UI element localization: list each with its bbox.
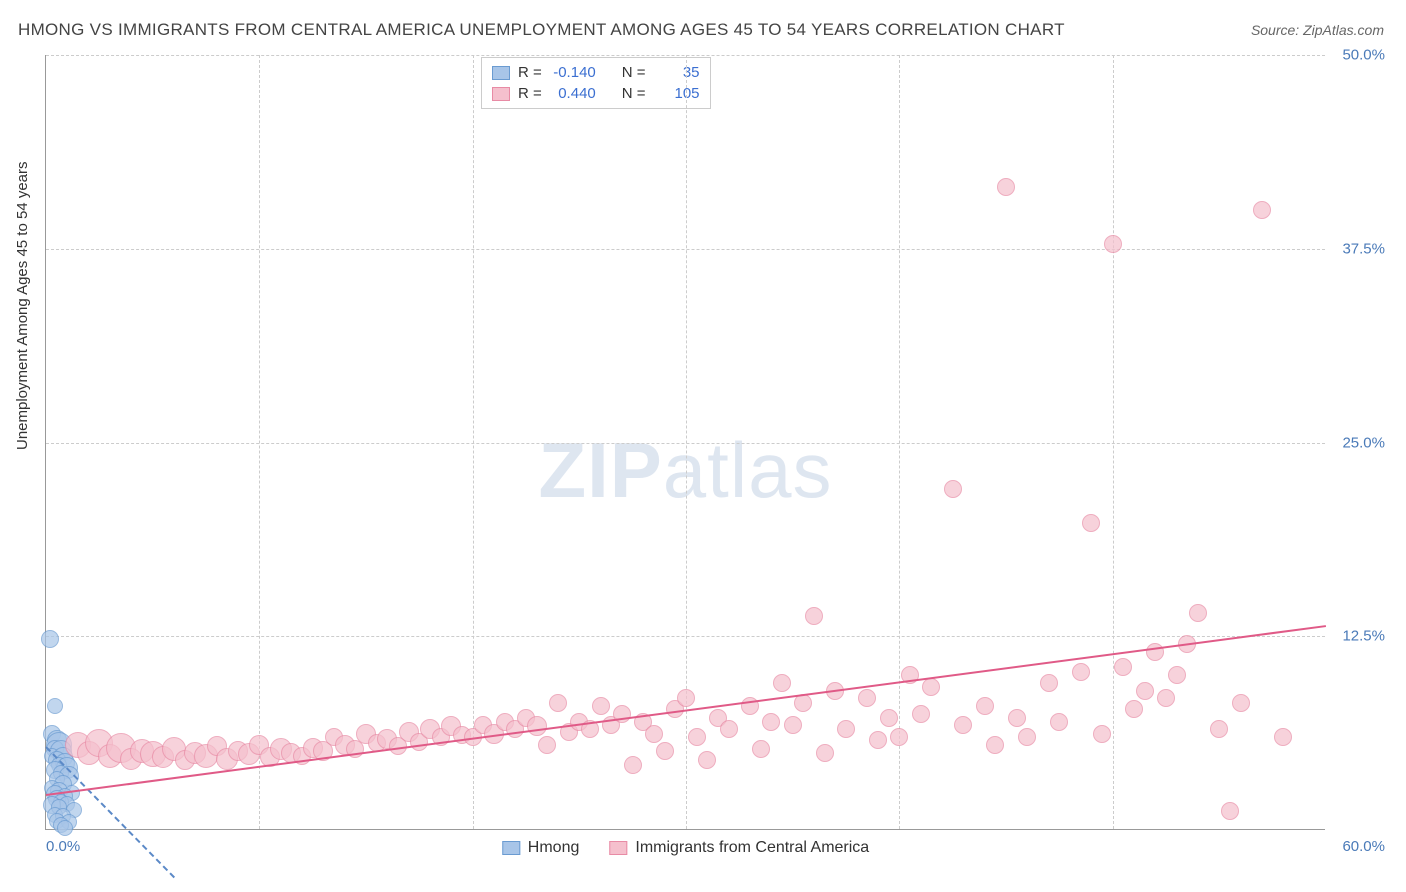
scatter-point-hmong [57, 820, 73, 836]
legend-item-ica: Immigrants from Central America [609, 839, 869, 857]
scatter-point-ica [954, 716, 972, 734]
scatter-point-ica [986, 736, 1004, 754]
r-value-ica: 0.440 [550, 85, 596, 102]
scatter-point-ica [1093, 725, 1111, 743]
scatter-point-ica [890, 728, 908, 746]
r-label: R = [518, 64, 542, 81]
vgridline [686, 55, 687, 829]
y-tick: 25.0% [1342, 434, 1385, 451]
scatter-point-ica [1253, 201, 1271, 219]
y-axis-label: Unemployment Among Ages 45 to 54 years [14, 161, 31, 450]
vgridline [899, 55, 900, 829]
vgridline [259, 55, 260, 829]
vgridline [1113, 55, 1114, 829]
scatter-point-ica [1274, 728, 1292, 746]
scatter-point-ica [912, 705, 930, 723]
legend-swatch-ica [609, 841, 627, 855]
y-tick: 50.0% [1342, 47, 1385, 64]
scatter-point-hmong [47, 698, 63, 714]
scatter-point-ica [645, 725, 663, 743]
legend-label-ica: Immigrants from Central America [635, 839, 869, 857]
scatter-point-ica [656, 742, 674, 760]
swatch-hmong [492, 66, 510, 80]
legend: Hmong Immigrants from Central America [502, 839, 869, 857]
scatter-point-ica [1008, 709, 1026, 727]
scatter-point-ica [869, 731, 887, 749]
chart-title: HMONG VS IMMIGRANTS FROM CENTRAL AMERICA… [18, 20, 1065, 40]
scatter-point-ica [677, 689, 695, 707]
stats-row-hmong: R = -0.140 N = 35 [492, 62, 700, 83]
scatter-point-ica [1114, 658, 1132, 676]
n-label: N = [622, 64, 646, 81]
scatter-point-ica [1072, 663, 1090, 681]
scatter-point-ica [1104, 235, 1122, 253]
scatter-point-ica [752, 740, 770, 758]
scatter-point-ica [1082, 514, 1100, 532]
scatter-point-ica [1040, 674, 1058, 692]
scatter-point-ica [1050, 713, 1068, 731]
scatter-point-ica [762, 713, 780, 731]
scatter-point-ica [816, 744, 834, 762]
scatter-point-ica [592, 697, 610, 715]
scatter-point-ica [527, 716, 547, 736]
scatter-point-ica [720, 720, 738, 738]
scatter-point-ica [880, 709, 898, 727]
scatter-point-ica [837, 720, 855, 738]
plot-area: ZIPatlas R = -0.140 N = 35 R = 0.440 N =… [45, 55, 1325, 830]
source-label: Source: ZipAtlas.com [1251, 22, 1384, 38]
scatter-point-ica [944, 480, 962, 498]
scatter-point-ica [1210, 720, 1228, 738]
scatter-point-ica [1136, 682, 1154, 700]
watermark-bold: ZIP [538, 426, 662, 514]
watermark-light: atlas [663, 426, 833, 514]
scatter-point-ica [549, 694, 567, 712]
scatter-point-ica [773, 674, 791, 692]
scatter-point-ica [688, 728, 706, 746]
swatch-ica [492, 87, 510, 101]
scatter-point-ica [805, 607, 823, 625]
scatter-point-ica [1232, 694, 1250, 712]
legend-label-hmong: Hmong [528, 839, 580, 857]
scatter-point-ica [976, 697, 994, 715]
vgridline [473, 55, 474, 829]
r-value-hmong: -0.140 [550, 64, 596, 81]
scatter-point-ica [1146, 643, 1164, 661]
scatter-point-ica [1125, 700, 1143, 718]
scatter-point-hmong [41, 630, 59, 648]
y-tick: 12.5% [1342, 628, 1385, 645]
scatter-point-ica [538, 736, 556, 754]
scatter-point-ica [1168, 666, 1186, 684]
scatter-point-ica [1018, 728, 1036, 746]
r-label: R = [518, 85, 542, 102]
scatter-point-ica [624, 756, 642, 774]
scatter-point-ica [922, 678, 940, 696]
scatter-point-ica [858, 689, 876, 707]
scatter-point-ica [997, 178, 1015, 196]
x-tick-min: 0.0% [46, 838, 80, 855]
y-tick: 37.5% [1342, 240, 1385, 257]
scatter-point-ica [698, 751, 716, 769]
legend-swatch-hmong [502, 841, 520, 855]
correlation-stats-box: R = -0.140 N = 35 R = 0.440 N = 105 [481, 57, 711, 109]
stats-row-ica: R = 0.440 N = 105 [492, 83, 700, 104]
n-label: N = [622, 85, 646, 102]
n-value-hmong: 35 [654, 64, 700, 81]
scatter-point-ica [1221, 802, 1239, 820]
x-tick-max: 60.0% [1342, 838, 1385, 855]
n-value-ica: 105 [654, 85, 700, 102]
scatter-point-ica [784, 716, 802, 734]
scatter-point-ica [1189, 604, 1207, 622]
legend-item-hmong: Hmong [502, 839, 580, 857]
scatter-point-ica [1157, 689, 1175, 707]
